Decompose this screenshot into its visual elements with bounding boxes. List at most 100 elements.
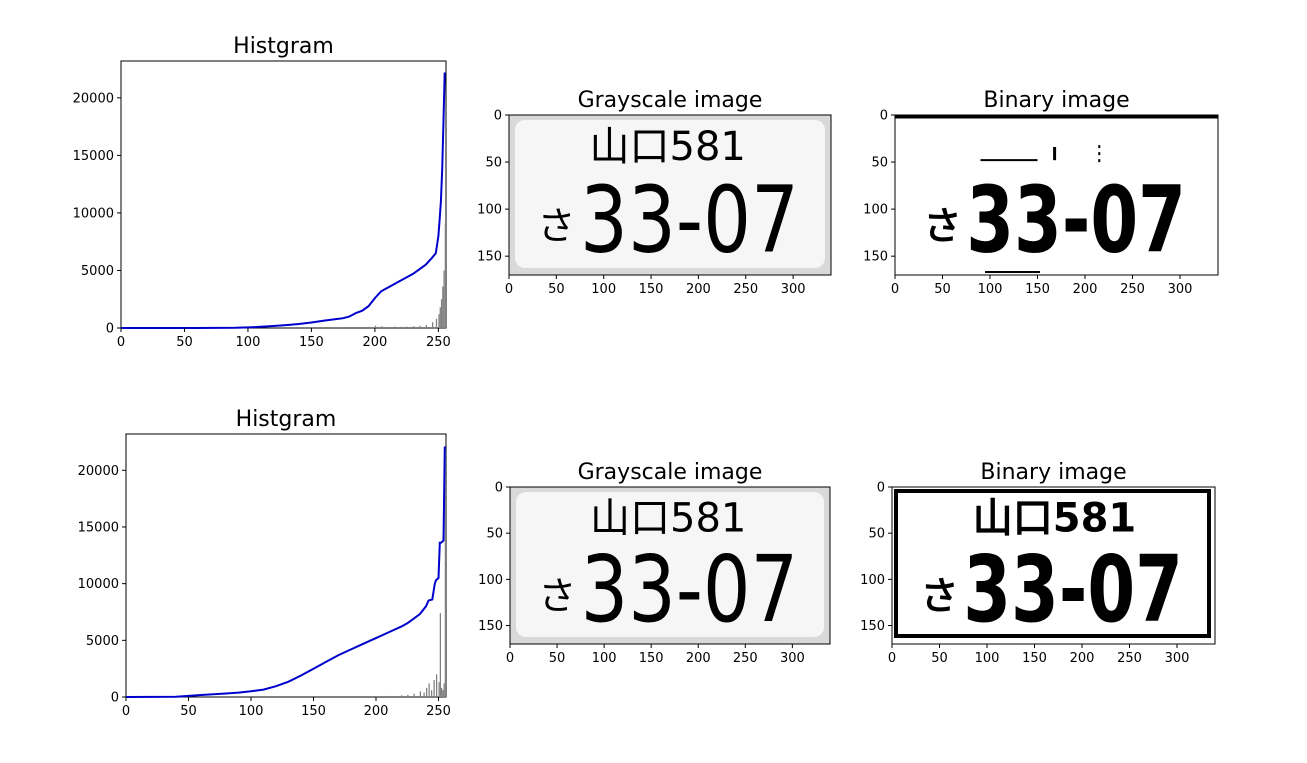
- x-tick-label: 200: [364, 704, 389, 719]
- y-tick-label: 100: [477, 203, 502, 218]
- y-tick-label: 50: [485, 156, 502, 171]
- x-tick-label: 0: [506, 651, 514, 666]
- histogram-bar: [413, 693, 415, 697]
- y-tick-label: 15000: [78, 520, 119, 535]
- x-tick-label: 100: [975, 651, 1000, 666]
- x-tick-label: 0: [117, 335, 125, 350]
- y-tick-label: 5000: [81, 264, 114, 279]
- x-tick-label: 250: [1117, 651, 1142, 666]
- histogram-bar: [440, 299, 443, 328]
- histogram-bar: [393, 326, 396, 328]
- histogram-bar: [431, 690, 433, 697]
- x-tick-label: 200: [1070, 651, 1095, 666]
- binary-image-panel: 山口581 さ 33-07 Binary image 0 50 100 150 200 250 30…: [860, 460, 1216, 666]
- histogram-bar: [407, 694, 409, 697]
- y-tick-label: 100: [863, 203, 888, 218]
- x-tick-label: 200: [686, 282, 711, 297]
- axes-frame: [509, 486, 831, 645]
- plate-face: [892, 487, 1215, 644]
- histogram-bar: [387, 326, 389, 328]
- y-tick-label: 50: [871, 156, 888, 171]
- y-tick-label: 50: [868, 527, 885, 542]
- plate-image: 山口581 さ 33-07: [510, 487, 830, 644]
- y-tick-label: 0: [880, 109, 888, 124]
- plate-kana-text: さ: [538, 574, 576, 618]
- x-tick-label: 300: [1168, 282, 1193, 297]
- y-tick-label: 100: [478, 573, 503, 588]
- histogram-bar: [412, 326, 415, 328]
- x-tick-label: 50: [176, 335, 193, 350]
- panel-title: Grayscale image: [578, 460, 763, 485]
- histogram-bar: [442, 690, 444, 697]
- histogram-bar: [423, 692, 425, 697]
- x-tick-label: 300: [781, 282, 806, 297]
- y-tick-label: 150: [863, 250, 888, 265]
- x-tick-label: 150: [299, 335, 324, 350]
- x-tick-label: 50: [549, 651, 566, 666]
- axes-frame: [508, 114, 832, 276]
- axes-frame: [125, 433, 447, 698]
- y-tick-label: 100: [860, 573, 885, 588]
- y-tick-label: 50: [486, 527, 503, 542]
- y-tick-label: 20000: [78, 464, 119, 479]
- plate-image: さ 33-07: [895, 115, 1218, 275]
- x-tick-label: 50: [548, 282, 565, 297]
- plate-top-text: 山口581: [590, 495, 746, 541]
- y-tick-label: 10000: [78, 577, 119, 592]
- plate-number-text: 33-07: [963, 536, 1183, 643]
- histogram-bar: [376, 696, 378, 697]
- plate-kana-text: さ: [537, 204, 575, 248]
- plate-face: [895, 115, 1218, 275]
- x-tick-label: 250: [1120, 282, 1145, 297]
- x-tick-label: 150: [1025, 282, 1050, 297]
- histogram-bar: [419, 325, 421, 328]
- y-tick-label: 0: [877, 481, 885, 496]
- panel-title: Binary image: [983, 88, 1129, 113]
- plate-face: [515, 120, 825, 268]
- plate-border: [894, 489, 1211, 638]
- x-tick-label: 0: [505, 282, 513, 297]
- x-tick-label: 250: [426, 704, 451, 719]
- plate-image: 山口581 さ 33-07: [509, 115, 831, 275]
- x-tick-label: 150: [301, 704, 326, 719]
- histogram-bar: [436, 674, 438, 697]
- y-tick-label: 0: [111, 691, 119, 706]
- histogram-bar: [406, 326, 408, 328]
- histogram-panel: Histgram 0 50 100 150 200 250 0 5000 10000 15000 20…: [78, 407, 451, 719]
- histogram-bar: [444, 224, 446, 328]
- x-tick-label: 100: [592, 651, 617, 666]
- x-tick-label: 0: [888, 651, 896, 666]
- x-tick-label: 50: [934, 282, 951, 297]
- x-tick-label: 300: [780, 651, 805, 666]
- histogram-bar: [443, 270, 445, 328]
- y-tick-label: 10000: [73, 206, 114, 221]
- histogram-bar: [435, 318, 438, 328]
- panel-title: Grayscale image: [578, 88, 763, 113]
- x-tick-label: 150: [1022, 651, 1047, 666]
- histogram-bar: [425, 325, 427, 328]
- plate-top-text: 山口581: [973, 495, 1137, 541]
- y-tick-label: 0: [494, 109, 502, 124]
- grayscale-image-panel: 山口581 さ 33-07 Grayscale image 0 50 100 150 200 25…: [477, 88, 832, 297]
- x-tick-label: 250: [733, 651, 758, 666]
- panel-title: Binary image: [980, 460, 1126, 485]
- y-tick-label: 150: [860, 619, 885, 634]
- histogram-bar: [443, 683, 445, 697]
- histogram-bar: [432, 322, 434, 328]
- x-tick-label: 0: [122, 704, 130, 719]
- plate-number-text: 33-07: [581, 536, 799, 643]
- plate-image: 山口581 さ 33-07: [892, 487, 1215, 644]
- grayscale-image-panel: 山口581 さ 33-07 Grayscale image 0 50 100 150 200 25…: [478, 460, 831, 666]
- histogram-bar: [433, 679, 435, 697]
- axes-frame: [894, 114, 1219, 276]
- y-tick-label: 0: [495, 481, 503, 496]
- y-tick-label: 150: [477, 250, 502, 265]
- x-tick-label: 200: [686, 651, 711, 666]
- x-tick-label: 200: [362, 335, 387, 350]
- plate-top-text: 山口581: [590, 124, 746, 170]
- plate-face: [516, 492, 824, 637]
- x-tick-label: 100: [978, 282, 1003, 297]
- histogram-bar: [388, 695, 390, 697]
